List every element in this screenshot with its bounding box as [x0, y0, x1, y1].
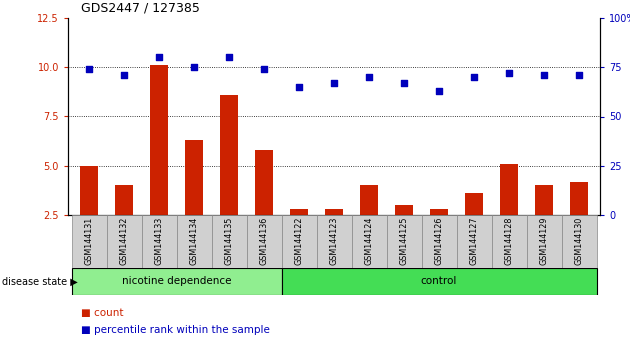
Point	[84, 67, 94, 72]
Text: control: control	[421, 276, 457, 286]
Bar	[176, 215, 212, 268]
Text: GSM144126: GSM144126	[435, 217, 444, 265]
Point	[224, 55, 234, 60]
Text: nicotine dependence: nicotine dependence	[122, 276, 231, 286]
Bar	[360, 185, 378, 264]
Point	[154, 55, 164, 60]
Bar	[282, 268, 597, 295]
Bar	[212, 215, 246, 268]
Text: GSM144129: GSM144129	[539, 217, 549, 265]
Text: GSM144131: GSM144131	[84, 217, 93, 265]
Bar	[352, 215, 386, 268]
Point	[259, 67, 269, 72]
Point	[119, 72, 129, 78]
Bar	[220, 95, 238, 264]
Bar	[150, 65, 168, 264]
Bar	[421, 215, 457, 268]
Bar	[430, 209, 448, 264]
Point	[399, 80, 409, 86]
Bar	[282, 215, 316, 268]
Text: GSM144128: GSM144128	[505, 217, 513, 265]
Text: GSM144124: GSM144124	[365, 217, 374, 265]
Bar	[386, 215, 421, 268]
Text: GDS2447 / 127385: GDS2447 / 127385	[81, 1, 200, 15]
Text: GSM144127: GSM144127	[469, 217, 479, 265]
Text: GSM144123: GSM144123	[329, 217, 338, 265]
Bar	[561, 215, 597, 268]
Text: GSM144125: GSM144125	[399, 217, 408, 265]
Text: disease state ▶: disease state ▶	[2, 276, 77, 286]
Text: GSM144133: GSM144133	[154, 217, 164, 265]
Point	[294, 84, 304, 90]
Point	[434, 88, 444, 94]
Bar	[325, 209, 343, 264]
Bar	[536, 185, 553, 264]
Text: ■ count: ■ count	[81, 308, 123, 318]
Bar	[465, 193, 483, 264]
Point	[189, 64, 199, 70]
Bar	[527, 215, 561, 268]
Point	[364, 74, 374, 80]
Text: GSM144122: GSM144122	[294, 217, 304, 265]
Bar	[115, 185, 133, 264]
Bar	[80, 166, 98, 264]
Point	[329, 80, 339, 86]
Bar	[142, 215, 176, 268]
Bar	[71, 268, 282, 295]
Bar	[395, 205, 413, 264]
Point	[574, 72, 584, 78]
Text: GSM144130: GSM144130	[575, 217, 583, 265]
Bar	[290, 209, 307, 264]
Bar	[316, 215, 352, 268]
Bar	[500, 164, 518, 264]
Text: ■ percentile rank within the sample: ■ percentile rank within the sample	[81, 325, 270, 335]
Bar	[491, 215, 527, 268]
Bar	[457, 215, 491, 268]
Point	[539, 72, 549, 78]
Bar	[185, 140, 203, 264]
Point	[504, 70, 514, 76]
Text: GSM144132: GSM144132	[120, 217, 129, 265]
Point	[469, 74, 479, 80]
Text: GSM144135: GSM144135	[224, 217, 234, 265]
Bar	[246, 215, 282, 268]
Text: GSM144136: GSM144136	[260, 217, 268, 265]
Bar	[570, 182, 588, 264]
Bar	[255, 150, 273, 264]
Text: GSM144134: GSM144134	[190, 217, 198, 265]
Bar	[106, 215, 142, 268]
Bar	[71, 215, 106, 268]
